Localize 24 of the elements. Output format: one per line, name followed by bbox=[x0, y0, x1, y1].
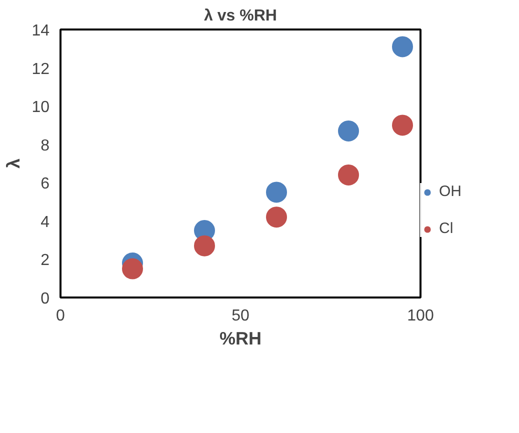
legend-label: Cl bbox=[439, 220, 454, 237]
x-tick-label: 0 bbox=[56, 308, 66, 324]
point bbox=[338, 164, 359, 186]
y-tick-label: 6 bbox=[40, 176, 50, 193]
y-tick-label: 12 bbox=[32, 60, 50, 78]
x-axis-title: %RH bbox=[220, 328, 262, 348]
y-axis-title: λ bbox=[4, 158, 24, 169]
y-tick-label: 4 bbox=[40, 214, 50, 231]
y-tick-label: 2 bbox=[40, 252, 50, 270]
y-tick-label: 8 bbox=[40, 137, 50, 154]
point bbox=[122, 258, 143, 280]
point bbox=[266, 182, 287, 203]
point bbox=[194, 235, 215, 256]
point bbox=[392, 114, 413, 136]
chart-title: λ vs %RH bbox=[204, 8, 277, 24]
point bbox=[338, 120, 359, 142]
point bbox=[392, 36, 413, 58]
x-tick-label: 100 bbox=[407, 308, 434, 324]
y-tick-label: 14 bbox=[32, 22, 50, 40]
y-tick-label: 0 bbox=[40, 290, 50, 308]
y-tick-label: 10 bbox=[32, 99, 50, 116]
point bbox=[266, 206, 287, 228]
x-tick-label: 50 bbox=[232, 308, 250, 324]
legend-label: OH bbox=[439, 183, 462, 200]
